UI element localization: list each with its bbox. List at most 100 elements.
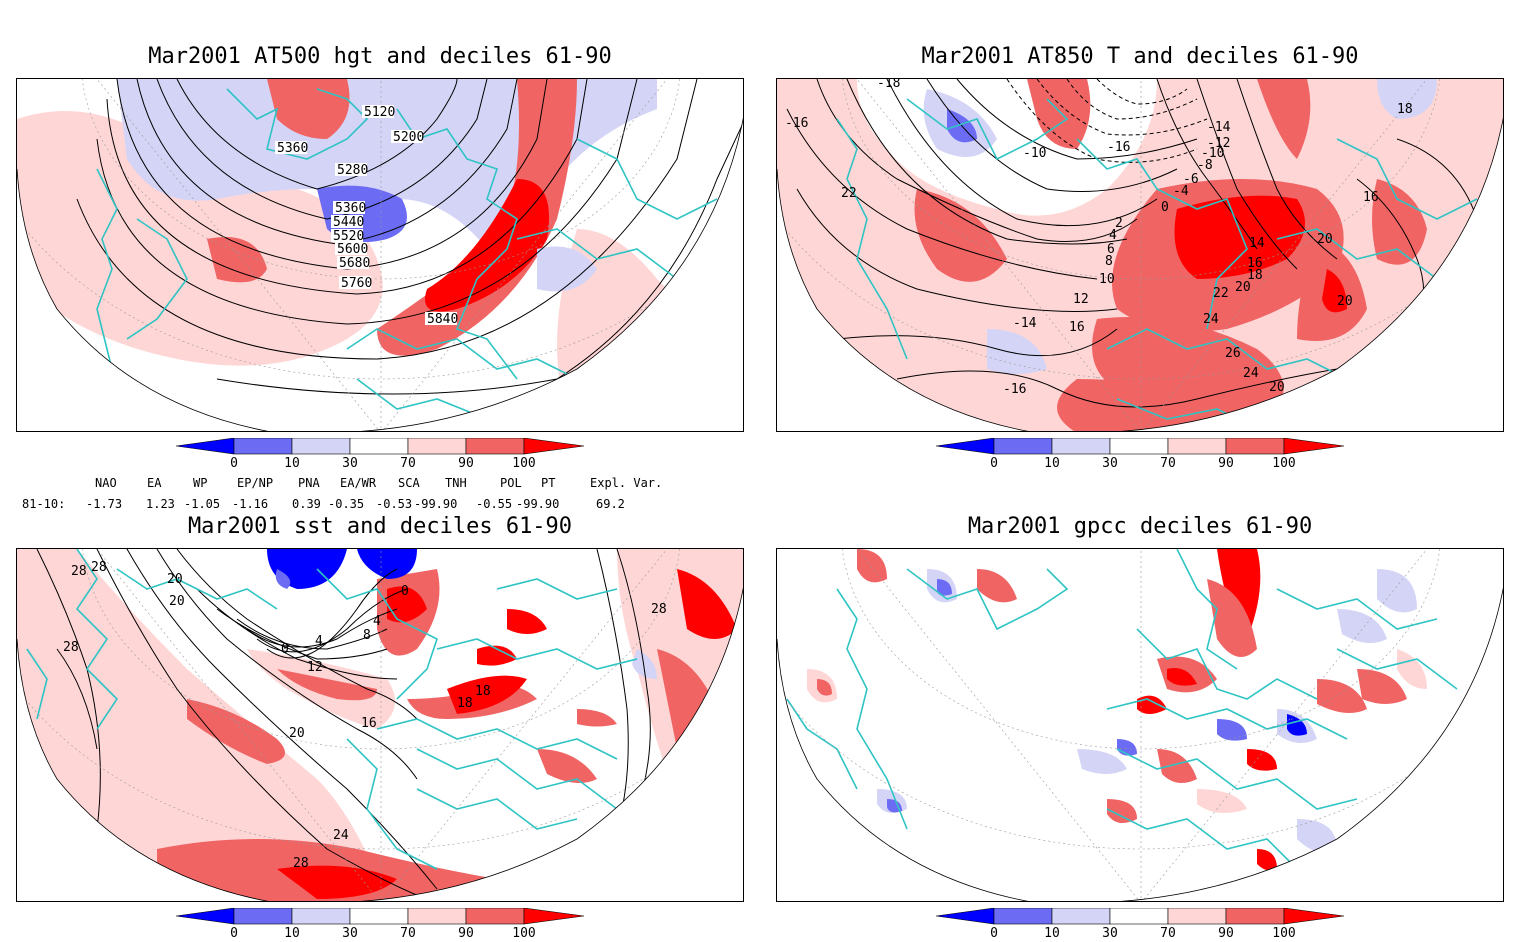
colorbar-tick: 90 bbox=[1218, 926, 1234, 938]
contour-label: 6 bbox=[1107, 242, 1115, 257]
contour-label: 5680 bbox=[339, 256, 370, 271]
contour-label: 5600 bbox=[337, 242, 368, 257]
index-value: -99.90 bbox=[414, 497, 458, 511]
contour-label: 28 bbox=[293, 856, 309, 871]
colorbar-tick: 90 bbox=[458, 926, 474, 938]
contour-label: 4 bbox=[373, 614, 381, 629]
contour-label: 4 bbox=[1109, 228, 1117, 243]
contour-label: 20 bbox=[289, 726, 305, 741]
index-value: -0.35 bbox=[328, 497, 365, 511]
contour-label: 12 bbox=[307, 660, 323, 675]
index-value: 1.23 bbox=[146, 497, 175, 511]
colorbar-tick: 30 bbox=[1102, 456, 1118, 468]
index-value: -0.53 bbox=[376, 497, 413, 511]
panel-title-hgt500: Mar2001 AT500 hgt and deciles 61-90 bbox=[148, 44, 612, 69]
colorbar-tick: 10 bbox=[284, 926, 300, 938]
contour-label: 22 bbox=[841, 186, 857, 201]
contour-label: 10 bbox=[1099, 272, 1115, 287]
contour-label: 20 bbox=[1235, 280, 1251, 295]
colorbar-t850: 0 10 30 70 90 100 bbox=[935, 437, 1346, 471]
contour-label: 28 bbox=[63, 640, 79, 655]
colorbar-tick: 10 bbox=[1044, 926, 1060, 938]
contour-label: 8 bbox=[1105, 254, 1113, 269]
contour-label: 20 bbox=[169, 594, 185, 609]
panel-title-t850: Mar2001 AT850 T and deciles 61-90 bbox=[921, 44, 1359, 69]
panel-title-gpcc: Mar2001 gpcc deciles 61-90 bbox=[967, 514, 1313, 539]
contour-label: 4 bbox=[315, 634, 323, 649]
colorbar-tick: 0 bbox=[990, 456, 998, 468]
contour-label: 5120 bbox=[364, 105, 395, 120]
map-panel-gpcc bbox=[776, 548, 1504, 902]
colorbar-tick: 100 bbox=[512, 456, 535, 468]
index-value: -1.16 bbox=[232, 497, 269, 511]
contour-label: 8 bbox=[363, 628, 371, 643]
index-value: -0.55 bbox=[476, 497, 513, 511]
colorbar-tick: 30 bbox=[342, 456, 358, 468]
index-value: -1.73 bbox=[86, 497, 123, 511]
map-panel-hgt500: 5120 5200 5360 5280 5360 5440 5520 5600 … bbox=[16, 78, 744, 432]
contour-label: 20 bbox=[1269, 380, 1285, 395]
colorbar-tick: 10 bbox=[1044, 456, 1060, 468]
contour-label: -8 bbox=[1197, 158, 1213, 173]
contour-label: 22 bbox=[1213, 286, 1229, 301]
colorbar-tick: 0 bbox=[230, 926, 238, 938]
contour-label: -16 bbox=[1003, 382, 1026, 397]
contour-label: 0 bbox=[281, 642, 289, 657]
contour-label: -16 bbox=[1107, 140, 1130, 155]
index-value: -1.05 bbox=[184, 497, 221, 511]
index-header: EA bbox=[147, 476, 162, 490]
contour-label: 16 bbox=[1247, 256, 1263, 271]
contour-label: -12 bbox=[1207, 136, 1230, 151]
contour-label: 18 bbox=[457, 696, 473, 711]
contour-label: 0 bbox=[1161, 200, 1169, 215]
index-header: POL bbox=[500, 476, 522, 490]
contour-label: 20 bbox=[1337, 294, 1353, 309]
colorbar-tick: 70 bbox=[1160, 456, 1176, 468]
index-value: 69.2 bbox=[596, 497, 625, 511]
contour-label: 28 bbox=[71, 564, 87, 579]
contour-label: 16 bbox=[1069, 320, 1085, 335]
contour-label: 5280 bbox=[337, 163, 368, 178]
contour-label: -14 bbox=[1013, 316, 1037, 331]
colorbar-tick: 30 bbox=[1102, 926, 1118, 938]
contour-label: 2 bbox=[1115, 216, 1123, 231]
contour-label: 5440 bbox=[333, 215, 364, 230]
contour-label: 24 bbox=[1203, 312, 1219, 327]
index-header: TNH bbox=[445, 476, 467, 490]
contour-label: 24 bbox=[333, 828, 349, 843]
colorbar-tick: 70 bbox=[1160, 926, 1176, 938]
map-panel-t850: -18 -16 18 -14 -12 -10 -16 -10 -8 -6 -4 … bbox=[776, 78, 1504, 432]
colorbar-sst: 0 10 30 70 90 100 bbox=[175, 907, 586, 941]
index-row-label: 81-10: bbox=[22, 497, 66, 511]
colorbar-tick: 100 bbox=[1272, 926, 1295, 938]
colorbar-tick: 90 bbox=[458, 456, 474, 468]
map-panel-sst: 28 28 20 20 28 0 4 8 4 12 16 20 24 28 18… bbox=[16, 548, 744, 902]
index-header: Expl. Var. bbox=[590, 476, 663, 490]
contour-label: 20 bbox=[1317, 232, 1333, 247]
contour-label: 5840 bbox=[427, 312, 458, 327]
colorbar-tick: 10 bbox=[284, 456, 300, 468]
contour-label: 18 bbox=[1247, 268, 1263, 283]
contour-label: -14 bbox=[1207, 120, 1231, 135]
contour-label: 12 bbox=[1073, 292, 1089, 307]
contour-label: -10 bbox=[1201, 146, 1224, 161]
contour-label: 5760 bbox=[341, 276, 372, 291]
index-header: EP/NP bbox=[237, 476, 274, 490]
index-header: PNA bbox=[298, 476, 320, 490]
colorbar-tick: 100 bbox=[1272, 456, 1295, 468]
index-header: EA/WR bbox=[340, 476, 377, 490]
contour-label: 20 bbox=[167, 572, 183, 587]
contour-label: 24 bbox=[1243, 366, 1259, 381]
contour-label: 5360 bbox=[335, 201, 366, 216]
index-header: WP bbox=[193, 476, 208, 490]
colorbar-tick: 100 bbox=[512, 926, 535, 938]
colorbar-gpcc: 0 10 30 70 90 100 bbox=[935, 907, 1346, 941]
contour-label: 26 bbox=[1225, 346, 1241, 361]
contour-label: -16 bbox=[785, 116, 808, 131]
contour-label: 16 bbox=[361, 716, 377, 731]
contour-label: -18 bbox=[877, 79, 900, 91]
colorbar-hgt500: 0 10 30 70 90 100 bbox=[175, 437, 586, 471]
contour-label: -10 bbox=[1023, 146, 1046, 161]
colorbar-tick: 70 bbox=[400, 926, 416, 938]
contour-label: 0 bbox=[401, 584, 409, 599]
